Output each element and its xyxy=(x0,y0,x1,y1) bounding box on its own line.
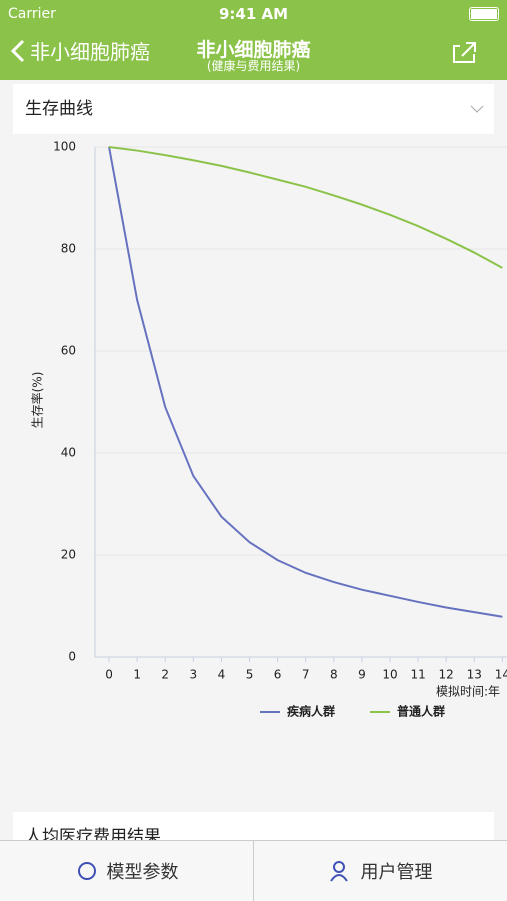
y-tick-label: 100 xyxy=(53,140,76,154)
x-tick-label: 9 xyxy=(358,668,366,682)
tab-icon xyxy=(77,862,96,880)
y-tick-label: 60 xyxy=(61,344,76,358)
header: Carrier 9:41 AM 非小细胞肺癌 非小细胞肺癌 (健康与费用结果) xyxy=(0,0,507,80)
tab-icon xyxy=(329,861,348,882)
x-tick-label: 14 xyxy=(495,668,507,682)
y-tick-label: 20 xyxy=(61,548,76,562)
time: 9:41 AM xyxy=(218,5,289,23)
back-label[interactable]: 非小细胞肺癌 xyxy=(30,40,150,64)
nav-title: 非小细胞肺癌 xyxy=(196,39,311,61)
x-axis-title: 模拟时间:年 xyxy=(436,685,500,699)
y-tick-label: 0 xyxy=(68,650,76,664)
x-tick-label: 5 xyxy=(246,668,254,682)
share-icon[interactable] xyxy=(450,38,478,66)
tab-label[interactable]: 模型参数 xyxy=(106,862,179,883)
tab[interactable]: 模型参数 xyxy=(0,841,254,901)
x-tick-label: 13 xyxy=(467,668,482,682)
y-tick-label: 80 xyxy=(61,242,76,256)
back-button[interactable]: 非小细胞肺癌 xyxy=(10,36,150,65)
series-line xyxy=(108,146,503,618)
y-tick-label: 40 xyxy=(61,446,76,460)
x-tick-label: 1 xyxy=(133,668,141,682)
x-tick-label: 2 xyxy=(161,668,169,682)
y-axis-title: 生存率(%) xyxy=(30,372,45,429)
x-tick-label: 3 xyxy=(190,668,198,682)
section-title: 生存曲线 xyxy=(25,99,93,119)
legend-label: 普通人群 xyxy=(397,704,445,719)
tab-label[interactable]: 用户管理 xyxy=(360,862,433,883)
battery xyxy=(469,7,499,21)
x-tick-label: 12 xyxy=(439,668,454,682)
back-icon xyxy=(10,39,25,62)
x-tick-label: 6 xyxy=(274,668,282,682)
carrier: Carrier xyxy=(8,6,56,22)
series-line xyxy=(108,146,503,269)
x-tick-label: 10 xyxy=(382,668,397,682)
section-header[interactable]: 生存曲线 xyxy=(13,84,494,134)
x-tick-label: 7 xyxy=(302,668,310,682)
x-tick-label: 4 xyxy=(218,668,226,682)
tab-bar: 模型参数 用户管理 xyxy=(0,840,507,901)
nav-subtitle: (健康与费用结果) xyxy=(206,59,301,73)
x-tick-label: 8 xyxy=(330,668,338,682)
legend-label: 疾病人群 xyxy=(287,704,335,719)
tab[interactable]: 用户管理 xyxy=(254,841,507,901)
chevron xyxy=(470,105,484,113)
x-tick-label: 0 xyxy=(105,668,113,682)
x-tick-label: 11 xyxy=(410,668,425,682)
